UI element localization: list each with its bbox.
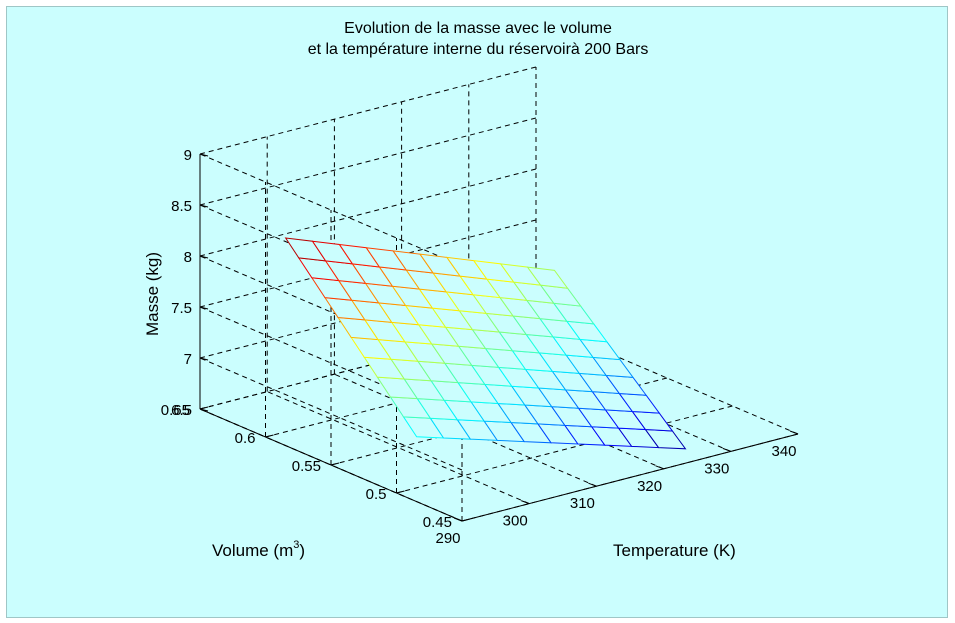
x-tick-mark: [789, 430, 799, 435]
y-tick-label: 0.55: [292, 458, 321, 475]
x-tick-mark: [521, 500, 530, 505]
z-tick-label: 6.5: [171, 402, 192, 419]
y-tick-mark: [199, 406, 209, 410]
y-axis-label: Volume (m3): [212, 539, 305, 560]
x-tick-mark: [453, 517, 463, 522]
x-tick-mark: [655, 465, 664, 470]
z-tick-mark: [199, 306, 209, 310]
z-tick-mark: [199, 255, 209, 259]
y-tick-mark: [461, 518, 471, 522]
y-tick-mark: [265, 434, 274, 438]
y-axis-label-superscript: 3: [293, 539, 299, 551]
x-tick-label: 290: [435, 530, 460, 547]
grid-line-z: [199, 168, 537, 257]
grid-line-z: [199, 153, 463, 267]
x-tick-label: 330: [704, 460, 729, 477]
y-tick-label: 0.5: [366, 486, 387, 503]
tick-labels: 290 300 310 320 330 340 0.45 0.5 0.55 0.6 0.656.5 7…: [161, 147, 797, 547]
grid-line-x: [334, 373, 597, 487]
x-tick-label: 310: [570, 495, 595, 512]
y-tick-label: 0.65: [161, 402, 190, 419]
grid-line-z: [199, 117, 537, 206]
z-tick-mark: [199, 408, 209, 412]
y-tick-label: 0.45: [423, 514, 452, 531]
y-tick-label: 0.6: [235, 430, 256, 447]
z-tick-label: 7: [184, 351, 192, 368]
x-tick-label: 300: [503, 513, 528, 530]
grid-line-x: [267, 391, 530, 505]
z-tick-label: 8: [184, 249, 192, 266]
grid-line-z: [199, 66, 537, 155]
z-tick-mark: [199, 357, 209, 361]
x-tick-label: 320: [637, 478, 662, 495]
y-tick-mark: [396, 490, 405, 494]
chart-title-line-2: et la température interne du réservoirà …: [308, 41, 649, 58]
grid-line-y: [396, 405, 733, 494]
y-tick-mark: [330, 462, 340, 466]
y-axis-label-close: ): [299, 541, 305, 560]
chart-title-line-1: Evolution de la masse avec le volume: [344, 20, 612, 37]
z-tick-label: 9: [184, 147, 192, 164]
x-tick-mark: [588, 482, 597, 487]
surface-cell: [526, 266, 569, 289]
grid-line-z: [199, 357, 463, 471]
axis-lines: [199, 153, 799, 522]
x-axis-label: Temperature (K): [613, 541, 736, 560]
y-axis-label-text: Volume (m: [212, 541, 293, 560]
z-tick-mark: [199, 204, 209, 208]
surface-mesh: [284, 237, 687, 450]
x-tick-label: 340: [771, 443, 796, 460]
z-axis-label: Masse (kg): [143, 252, 162, 336]
z-tick-mark: [199, 153, 209, 157]
z-tick-label: 7.5: [171, 300, 192, 317]
z-tick-label: 8.5: [171, 198, 192, 215]
x-axis-line: [461, 433, 799, 522]
x-tick-mark: [722, 447, 731, 452]
